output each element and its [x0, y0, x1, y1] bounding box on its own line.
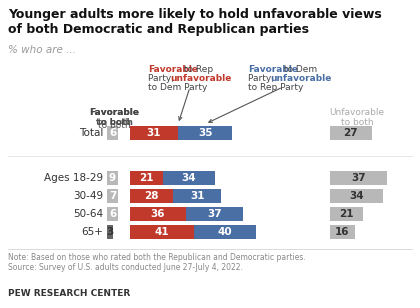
Text: Party,: Party, [248, 74, 277, 83]
Bar [107, 207, 118, 221]
Text: PEW RESEARCH CENTER: PEW RESEARCH CENTER [8, 289, 130, 298]
Bar [130, 126, 178, 140]
Text: 65+: 65+ [81, 227, 103, 237]
Text: 34: 34 [349, 191, 364, 201]
Text: Unfavorable: Unfavorable [329, 108, 385, 117]
Bar [330, 225, 355, 239]
Bar [107, 225, 113, 239]
Text: to both: to both [98, 118, 130, 127]
Text: 36: 36 [151, 209, 165, 219]
Text: Favorable: Favorable [148, 65, 198, 74]
Bar [130, 225, 194, 239]
Bar [130, 171, 163, 185]
Text: to both: to both [341, 118, 373, 127]
Text: 37: 37 [207, 209, 222, 219]
Bar [107, 171, 118, 185]
Text: Ages 18-29: Ages 18-29 [44, 173, 103, 183]
Text: 21: 21 [139, 173, 154, 183]
Bar [330, 189, 383, 203]
Text: 31: 31 [190, 191, 205, 201]
Bar [330, 126, 372, 140]
Bar [107, 126, 118, 140]
Text: 37: 37 [352, 173, 366, 183]
Bar [330, 207, 362, 221]
Text: unfavorable: unfavorable [270, 74, 331, 83]
Text: 7: 7 [109, 191, 116, 201]
Bar [178, 126, 232, 140]
Bar [330, 171, 387, 185]
Text: to Rep Party: to Rep Party [248, 83, 303, 92]
Text: 31: 31 [147, 128, 161, 138]
Text: Party,: Party, [148, 74, 177, 83]
Text: 16: 16 [335, 227, 349, 237]
Text: 34: 34 [181, 173, 196, 183]
Text: 30-49: 30-49 [73, 191, 103, 201]
Bar [163, 171, 215, 185]
Bar [194, 225, 255, 239]
Text: unfavorable: unfavorable [170, 74, 231, 83]
Text: 21: 21 [339, 209, 354, 219]
Text: 28: 28 [144, 191, 159, 201]
Text: Favorable: Favorable [89, 108, 139, 117]
Text: 50-64: 50-64 [73, 209, 103, 219]
Text: 6: 6 [109, 128, 116, 138]
Text: to Dem Party: to Dem Party [148, 83, 207, 92]
Text: Note: Based on those who rated both the Republican and Democratic parties.
Sourc: Note: Based on those who rated both the … [8, 253, 306, 272]
Bar [107, 189, 118, 203]
Text: 3: 3 [106, 227, 114, 237]
Text: Total: Total [79, 128, 103, 138]
Text: Younger adults more likely to hold unfavorable views
of both Democratic and Repu: Younger adults more likely to hold unfav… [8, 8, 382, 36]
Text: Favorable
to both: Favorable to both [89, 108, 139, 128]
Text: 40: 40 [217, 227, 232, 237]
Text: to Rep: to Rep [181, 65, 213, 74]
Text: 6: 6 [109, 209, 116, 219]
Text: to Dem: to Dem [281, 65, 317, 74]
Bar [186, 207, 243, 221]
Bar [173, 189, 221, 203]
Text: 41: 41 [155, 227, 169, 237]
Bar [130, 207, 186, 221]
Text: 27: 27 [344, 128, 358, 138]
Text: % who are ...: % who are ... [8, 45, 76, 55]
Text: to both: to both [98, 121, 130, 130]
Text: 35: 35 [198, 128, 213, 138]
Text: 9: 9 [109, 173, 116, 183]
Text: Favorable: Favorable [248, 65, 298, 74]
Bar [130, 189, 173, 203]
